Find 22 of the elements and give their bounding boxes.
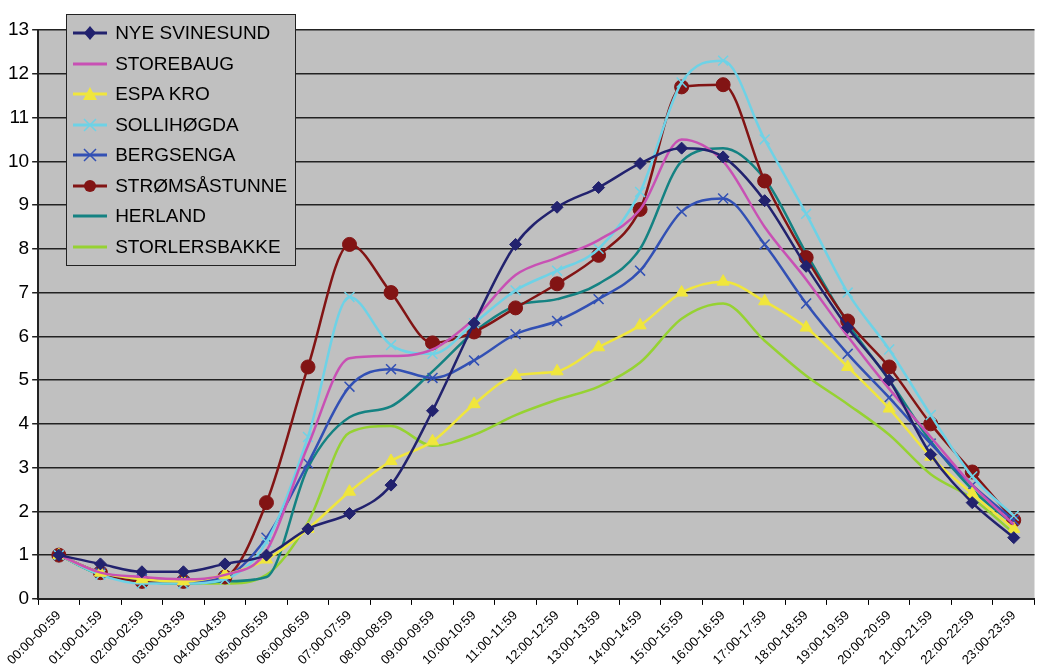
legend-label: ESPA KRO [115,83,210,106]
y-tick-label: 2 [18,499,30,521]
y-tick-label: 12 [7,62,30,83]
y-tick-label: 11 [9,105,30,127]
legend-label: BERGSENGA [115,144,236,167]
legend-label: STORLERSBAKKE [115,235,281,258]
y-tick-label: 0 [18,587,30,609]
y-tick-label: 8 [18,237,30,259]
y-tick-label: 3 [18,455,30,477]
y-tick-label: 5 [18,368,30,390]
y-tick-label: 1 [18,543,30,565]
legend-label: STRØMSÅSTUNNE [115,174,288,197]
legend-label: STOREBAUG [115,52,235,75]
legend-label: SOLLIHØGDA [115,113,239,136]
legend-label: NYE SVINESUND [115,22,271,45]
y-tick-label: 9 [18,193,30,215]
y-tick-label: 4 [18,412,30,434]
y-tick-label: 13 [7,18,30,40]
y-tick-label: 10 [7,149,30,171]
y-tick-label: 7 [18,280,30,302]
legend-label: HERLAND [115,205,206,228]
y-tick-label: 6 [18,324,30,346]
